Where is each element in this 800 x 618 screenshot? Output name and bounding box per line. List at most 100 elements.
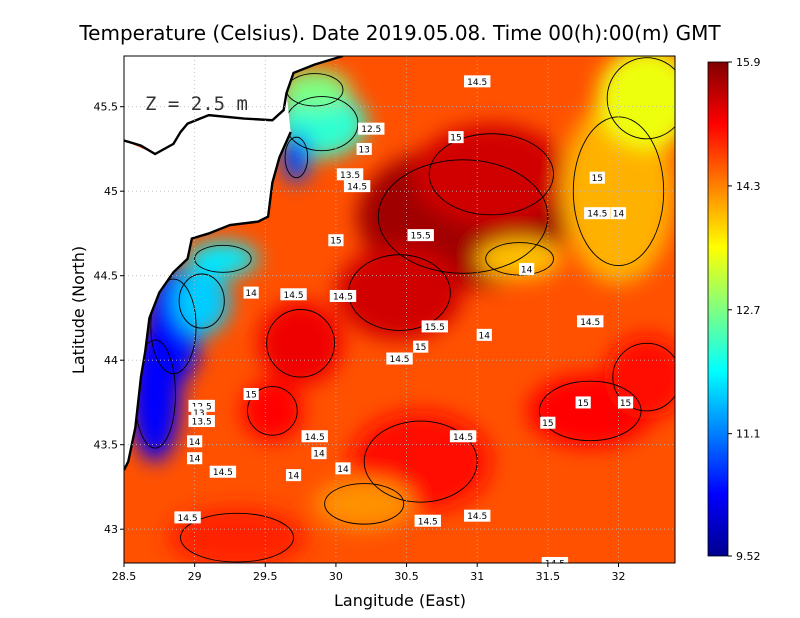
svg-text:43.5: 43.5 [94, 439, 119, 452]
contour-label: 14.5 [584, 207, 611, 220]
svg-text:15: 15 [592, 174, 603, 184]
svg-text:15: 15 [450, 134, 461, 144]
contour-line [247, 386, 298, 436]
svg-text:12.5: 12.5 [361, 125, 381, 135]
temperature-patch [597, 56, 675, 149]
svg-text:14: 14 [521, 265, 533, 275]
plot-area: 14.5 12.5 13 15 13.5 14.5 15 14.5 14 15 15.5 14 14 14… [124, 56, 675, 563]
land-area [124, 56, 675, 471]
svg-text:11.1: 11.1 [736, 428, 761, 441]
svg-text:14.5: 14.5 [389, 355, 409, 365]
contour-line [284, 136, 309, 179]
contour-line [150, 278, 197, 375]
temperature-patch [413, 123, 570, 225]
svg-text:45.5: 45.5 [94, 101, 119, 114]
svg-text:29.5: 29.5 [253, 570, 278, 583]
x-tick: 29 [188, 563, 202, 583]
contour-label: 14.5 [449, 430, 477, 443]
temperature-patch [314, 478, 414, 530]
svg-text:14.5: 14.5 [178, 514, 198, 524]
x-tick: 29.5 [253, 563, 278, 583]
svg-text:31.5: 31.5 [536, 570, 561, 583]
coastline [124, 56, 344, 471]
contour-line [485, 242, 554, 276]
contour-label: 14.5 [414, 514, 441, 527]
svg-text:14.5: 14.5 [453, 433, 473, 443]
contour-line [612, 342, 675, 412]
contour-lines [134, 57, 675, 563]
contour-label: 14.5 [301, 430, 328, 443]
svg-text:14: 14 [479, 331, 491, 341]
x-tick: 30.5 [394, 563, 419, 583]
contour-line [363, 420, 478, 503]
colorbar [707, 61, 729, 557]
svg-text:32: 32 [611, 570, 625, 583]
contour-label: 13.5 [188, 415, 215, 428]
contour-label: 15 [575, 396, 591, 409]
svg-text:15: 15 [245, 391, 256, 401]
y-tick: 45.5 [94, 101, 124, 114]
svg-text:30: 30 [329, 570, 343, 583]
svg-text:45: 45 [104, 185, 118, 198]
svg-text:14.5: 14.5 [467, 78, 487, 88]
y-tick: 43 [104, 523, 124, 536]
temperature-field [129, 56, 675, 563]
contour-line [194, 244, 252, 273]
contour-label: 14 [187, 435, 203, 448]
depth-label: Z = 2.5 m [145, 93, 248, 115]
x-tick: 32 [611, 563, 625, 583]
temperature-patch [282, 132, 311, 183]
contour-label: 15 [617, 396, 634, 409]
svg-text:14.5: 14.5 [284, 291, 304, 301]
y-axis-title: Latitude (North) [69, 246, 88, 374]
contour-line [606, 57, 675, 140]
x-tick: 31 [470, 563, 484, 583]
contour-label: 14 [610, 207, 627, 220]
svg-text:14.3: 14.3 [736, 180, 761, 193]
contour-label: 14 [187, 452, 203, 465]
x-axis-ticks: 28.5 29 29.5 30 30.5 31 31.5 32 [112, 563, 625, 583]
svg-text:30.5: 30.5 [394, 570, 419, 583]
svg-text:31: 31 [470, 570, 484, 583]
y-tick: 44 [104, 354, 124, 367]
contour-label: 14.5 [464, 75, 491, 88]
plot-frame [123, 55, 676, 564]
contour-line [324, 483, 405, 525]
colorbar-tick: 11.1 [728, 428, 761, 441]
contour-label: 14 [335, 462, 351, 475]
contour-label: 15.5 [407, 229, 434, 242]
svg-text:14: 14 [189, 438, 201, 448]
x-tick: 28.5 [112, 563, 136, 583]
contour-label: 14 [519, 262, 535, 275]
svg-text:44: 44 [104, 354, 118, 367]
svg-text:15.9: 15.9 [736, 56, 761, 69]
svg-text:44.5: 44.5 [94, 270, 119, 283]
contour-label: 15 [243, 388, 259, 401]
contour-label: 14 [311, 447, 327, 460]
svg-text:15: 15 [620, 399, 631, 409]
chart-title: Temperature (Celsius). Date 2019.05.08. … [78, 21, 721, 45]
svg-text:13: 13 [358, 145, 369, 155]
svg-text:29: 29 [188, 570, 202, 583]
svg-text:13.5: 13.5 [192, 418, 212, 428]
temperature-patch [173, 267, 230, 335]
contour-line [428, 133, 554, 216]
contour-label: 15 [448, 131, 464, 144]
svg-text:15: 15 [330, 237, 341, 247]
svg-text:15.5: 15.5 [411, 232, 431, 242]
svg-text:14.5: 14.5 [418, 517, 438, 527]
svg-text:13: 13 [193, 409, 204, 419]
y-tick: 45 [104, 185, 124, 198]
contour-label: 14 [243, 286, 259, 299]
x-tick: 31.5 [536, 563, 561, 583]
x-axis-title: Langitude (East) [334, 591, 466, 610]
contour-label: 15.5 [421, 320, 449, 333]
contour-labels: 14.5 12.5 13 15 13.5 14.5 15 14.5 14 15 15.5 14 14 14… [174, 75, 634, 563]
contour-label: 14.5 [329, 289, 357, 302]
svg-text:15: 15 [415, 343, 426, 353]
contour-label: 14.5 [386, 352, 413, 365]
contour-label: 14 [476, 328, 492, 341]
svg-text:14: 14 [288, 472, 300, 482]
svg-text:14.5: 14.5 [580, 318, 600, 328]
contour-label: 15 [328, 234, 344, 247]
